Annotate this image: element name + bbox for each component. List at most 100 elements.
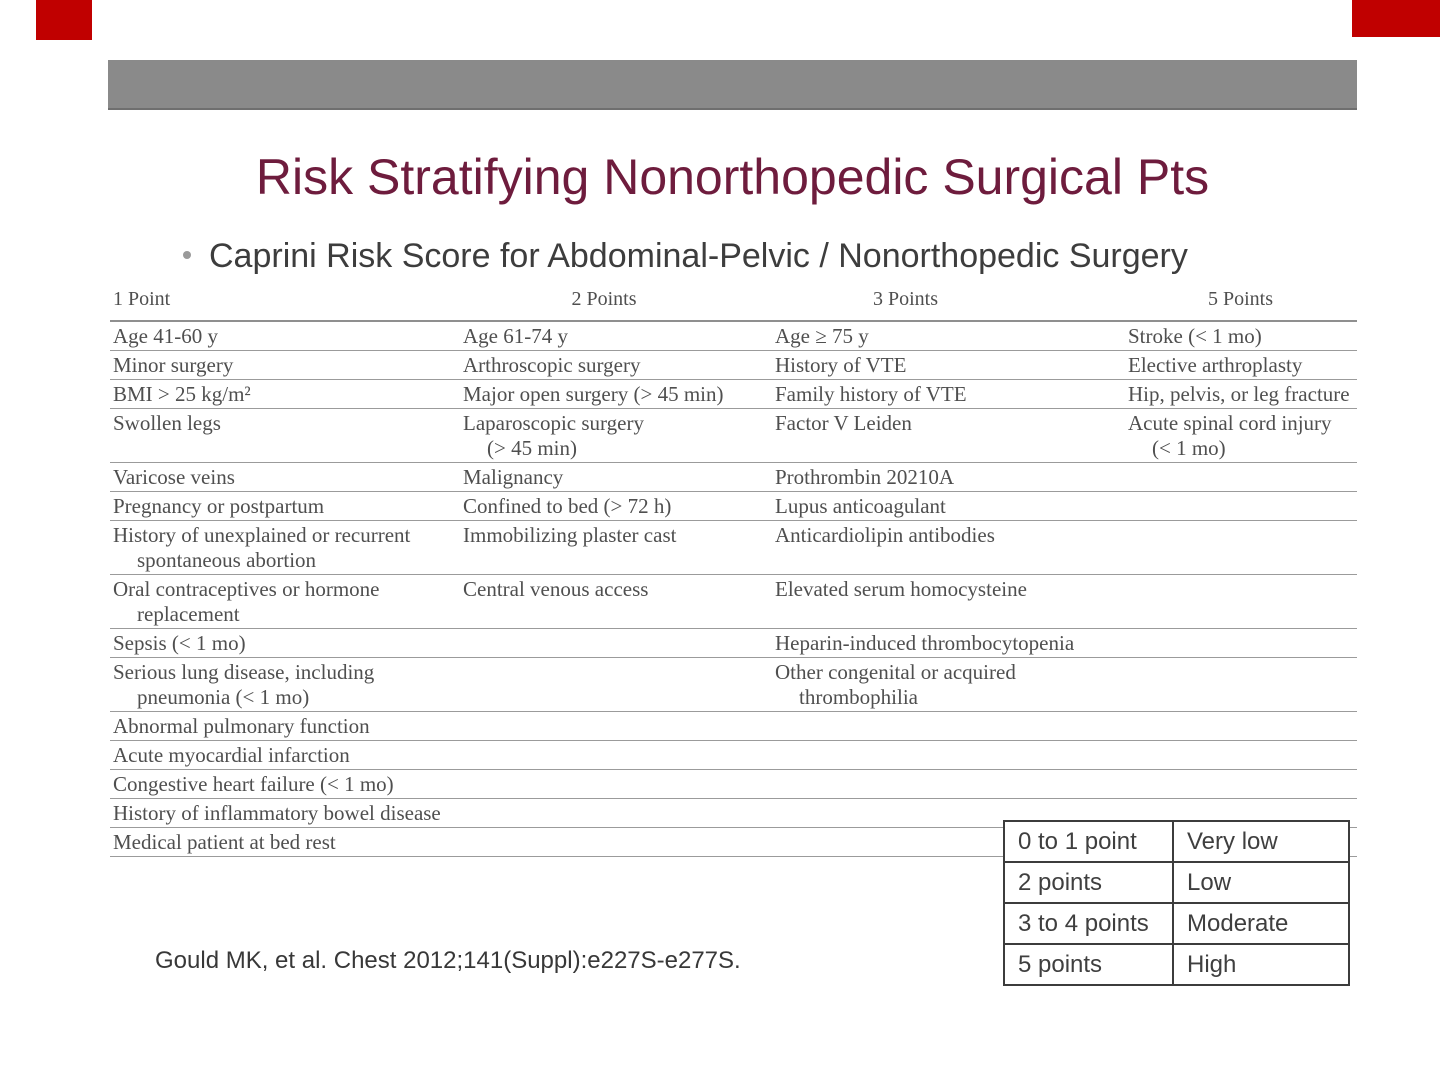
table-row: Varicose veins Malignancy Prothrombin 2021… [110,462,1357,492]
cell-line: (< 1 mo) [1152,436,1226,460]
cell-line: Arthroscopic surgery [463,353,641,377]
cell-line: Laparoscopic surgery [463,411,644,435]
table-row: Congestive heart failure (< 1 mo) [110,769,1357,799]
cell-line: spontaneous abortion [137,548,317,572]
table-cell: Age 61-74 y [463,321,775,351]
cell-line: Acute spinal cord injury [1128,411,1332,435]
cell-line: Acute myocardial infarction [113,743,350,767]
cell-line: Lupus anticoagulant [775,494,946,518]
cell-line: History of inflammatory bowel disease [113,801,441,825]
risk-table-row: 5 points High [1003,943,1350,986]
table-cell [775,711,1128,741]
cell-line: History of VTE [775,353,907,377]
table-row: Oral contraceptives or hormone replacemen… [110,574,1357,629]
table-cell: History of unexplained or recurrent spont… [110,520,463,575]
slide-title: Risk Stratifying Nonorthopedic Surgical … [255,149,1210,205]
table-cell [463,740,775,770]
column-header-1-point: 1 Point [110,288,463,322]
cell-line: Stroke (< 1 mo) [1128,324,1262,348]
table-cell: Other congenital or acquired thrombophili… [775,657,1128,712]
risk-level-cell: Very low [1172,820,1350,863]
cell-line: Major open surgery (> 45 min) [463,382,724,406]
table-cell: Oral contraceptives or hormone replacemen… [110,574,463,629]
table-row: Age 41-60 y Age 61-74 y Age ≥ 75 y Stroke (… [110,321,1357,351]
cell-line: Family history of VTE [775,382,967,406]
cell-line: pneumonia (< 1 mo) [137,685,310,709]
table-cell: Sepsis (< 1 mo) [110,628,463,658]
cell-line: Congestive heart failure (< 1 mo) [113,772,394,796]
table-row: BMI > 25 kg/m² Major open surgery (> 45 m… [110,379,1357,409]
cell-line: replacement [137,602,240,626]
caprini-table-body: Age 41-60 y Age 61-74 y Age ≥ 75 y Stroke (… [110,321,1357,857]
cell-line: History of unexplained or recurrent [113,523,411,547]
table-row: Serious lung disease, including pneumonia… [110,657,1357,712]
table-cell: Minor surgery [110,350,463,380]
cell-line: Prothrombin 20210A [775,465,955,489]
cell-line: BMI > 25 kg/m² [113,382,251,406]
table-cell: Age 41-60 y [110,321,463,351]
red-corner-right-decoration [1352,0,1440,37]
table-cell: Acute myocardial infarction [110,740,463,770]
risk-table-row: 3 to 4 points Moderate [1003,902,1350,945]
table-cell [1128,491,1357,521]
table-cell: History of inflammatory bowel disease [110,798,463,828]
table-cell: BMI > 25 kg/m² [110,379,463,409]
table-cell: Arthroscopic surgery [463,350,775,380]
cell-line: Malignancy [463,465,564,489]
cell-line: Medical patient at bed rest [113,830,336,854]
risk-points-cell: 2 points [1003,861,1174,904]
cell-line: (> 45 min) [487,436,577,460]
table-cell: Elevated serum homocysteine [775,574,1128,629]
top-gray-banner [108,60,1357,110]
cell-line: Oral contraceptives or hormone [113,577,380,601]
table-cell: Laparoscopic surgery (> 45 min) [463,408,775,463]
cell-line: Central venous access [463,577,649,601]
table-cell: Elective arthroplasty [1128,350,1357,380]
table-cell: Acute spinal cord injury (< 1 mo) [1128,408,1357,463]
table-row: Minor surgery Arthroscopic surgery History… [110,350,1357,380]
table-cell: Prothrombin 20210A [775,462,1128,492]
cell-line: Serious lung disease, including [113,660,375,684]
risk-level-cell: Low [1172,861,1350,904]
risk-level-table: 0 to 1 point Very low 2 points Low 3 to 4 po… [1003,820,1350,986]
table-cell: Abnormal pulmonary function [110,711,463,741]
table-cell: Central venous access [463,574,775,629]
column-header-2-points: 2 Points [448,288,760,322]
cell-line: Sepsis (< 1 mo) [113,631,246,655]
cell-line: Age 41-60 y [113,324,218,348]
column-header-5-points: 5 Points [1126,288,1355,322]
risk-table-row: 0 to 1 point Very low [1003,820,1350,863]
table-row: History of unexplained or recurrent spont… [110,520,1357,575]
risk-points-cell: 3 to 4 points [1003,902,1174,945]
table-cell [463,798,775,828]
table-cell [1128,520,1357,575]
caprini-score-table: 1 Point 2 Points 3 Points 5 Points Age 4… [110,288,1357,857]
table-row: Sepsis (< 1 mo) Heparin-induced thromboc… [110,628,1357,658]
cell-line: Other congenital or acquired [775,660,1016,684]
table-cell: Pregnancy or postpartum [110,491,463,521]
table-cell: History of VTE [775,350,1128,380]
bullet-text: Caprini Risk Score for Abdominal-Pelvic … [209,237,1188,275]
table-cell: Congestive heart failure (< 1 mo) [110,769,463,799]
risk-level-cell: Moderate [1172,902,1350,945]
risk-table-row: 2 points Low [1003,861,1350,904]
table-cell: Hip, pelvis, or leg fracture [1128,379,1357,409]
table-cell: Immobilizing plaster cast [463,520,775,575]
table-cell [1128,628,1357,658]
header-row: 1 Point 2 Points 3 Points 5 Points [110,288,1357,322]
table-cell: Family history of VTE [775,379,1128,409]
table-cell [1128,769,1357,799]
table-cell [463,711,775,741]
table-cell [463,628,775,658]
table-row: Acute myocardial infarction [110,740,1357,770]
table-cell: Lupus anticoagulant [775,491,1128,521]
column-header-3-points: 3 Points [729,288,1082,322]
table-cell: Varicose veins [110,462,463,492]
table-cell [775,740,1128,770]
table-cell [1128,657,1357,712]
table-cell: Factor V Leiden [775,408,1128,463]
table-row: Abnormal pulmonary function [110,711,1357,741]
caprini-table-header: 1 Point 2 Points 3 Points 5 Points [110,288,1357,322]
table-cell [1128,740,1357,770]
table-cell: Swollen legs [110,408,463,463]
